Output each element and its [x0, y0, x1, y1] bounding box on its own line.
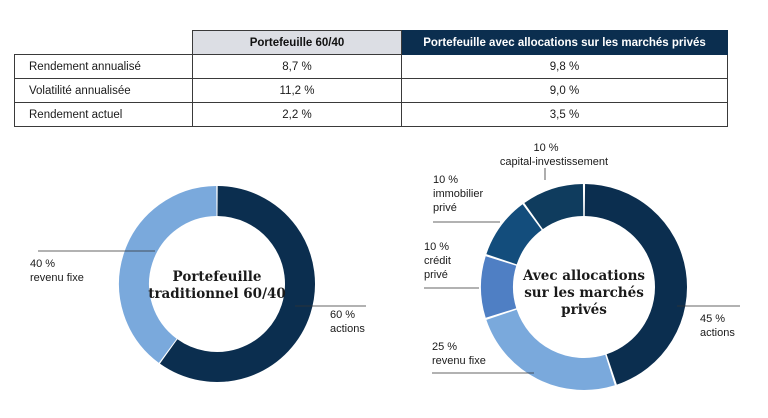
- table-row: Rendement actuel 2,2 % 3,5 %: [14, 102, 728, 127]
- donut-slice-immobilier-priv-: [486, 204, 543, 265]
- donut-chart-60-40: Portefeuille traditionnel 60/40: [119, 186, 315, 382]
- donut-chart-private-markets: Avec allocations sur les marchés privés: [481, 184, 687, 390]
- slice-label-name: actions: [330, 323, 365, 335]
- table-cell: 9,8 %: [401, 54, 728, 79]
- donut-center-title-line: traditionnel 60/40: [148, 286, 286, 302]
- slice-label-name: privé: [433, 202, 457, 214]
- table-header-row: Portefeuille 60/40 Portefeuille avec all…: [15, 30, 728, 55]
- slice-label-name: revenu fixe: [30, 272, 84, 284]
- slice-label-pct: 10 %: [433, 174, 458, 186]
- comparison-table: Portefeuille 60/40 Portefeuille avec all…: [14, 30, 728, 127]
- donut-center-title-line: Avec allocations: [522, 268, 645, 284]
- slice-label-pct: 25 %: [432, 341, 457, 353]
- table-cell: 11,2 %: [192, 78, 402, 103]
- table-cell: 9,0 %: [401, 78, 728, 103]
- slice-label-name: immobilier: [433, 188, 483, 200]
- donut-slice-revenu-fixe: [486, 309, 615, 390]
- table-cell: 2,2 %: [192, 102, 402, 127]
- donut-center-title-line: Portefeuille: [173, 269, 262, 285]
- slice-label-name: capital-investissement: [500, 156, 608, 168]
- donut-slice-revenu-fixe: [119, 186, 218, 363]
- donut-center-title-line: privés: [561, 302, 607, 318]
- slice-label-name: crédit: [424, 255, 451, 267]
- slice-label-pct: 40 %: [30, 258, 55, 270]
- donut-center-title-line: sur les marchés: [524, 285, 644, 301]
- table-cell: 3,5 %: [401, 102, 728, 127]
- table-row: Rendement annualisé 8,7 % 9,8 %: [14, 54, 728, 79]
- slice-label-pct: 10 %: [424, 241, 449, 253]
- donut-slice-capital-investissement: [524, 184, 584, 230]
- donut-slice-actions: [584, 184, 687, 385]
- slice-label-name: revenu fixe: [432, 355, 486, 367]
- row-label: Rendement actuel: [14, 102, 193, 127]
- donut-slice-cr-dit-priv-: [481, 256, 517, 318]
- row-label: Rendement annualisé: [14, 54, 193, 79]
- column-header-60-40: Portefeuille 60/40: [192, 30, 402, 55]
- table-row: Volatilité annualisée 11,2 % 9,0 %: [14, 78, 728, 103]
- slice-label-name: privé: [424, 269, 448, 281]
- slice-label-pct: 10 %: [533, 142, 558, 154]
- slice-label-pct: 60 %: [330, 309, 355, 321]
- donut-slice-actions: [159, 186, 315, 382]
- slice-label-pct: 45 %: [700, 313, 725, 325]
- row-label: Volatilité annualisée: [14, 78, 193, 103]
- slice-label-name: actions: [700, 327, 735, 339]
